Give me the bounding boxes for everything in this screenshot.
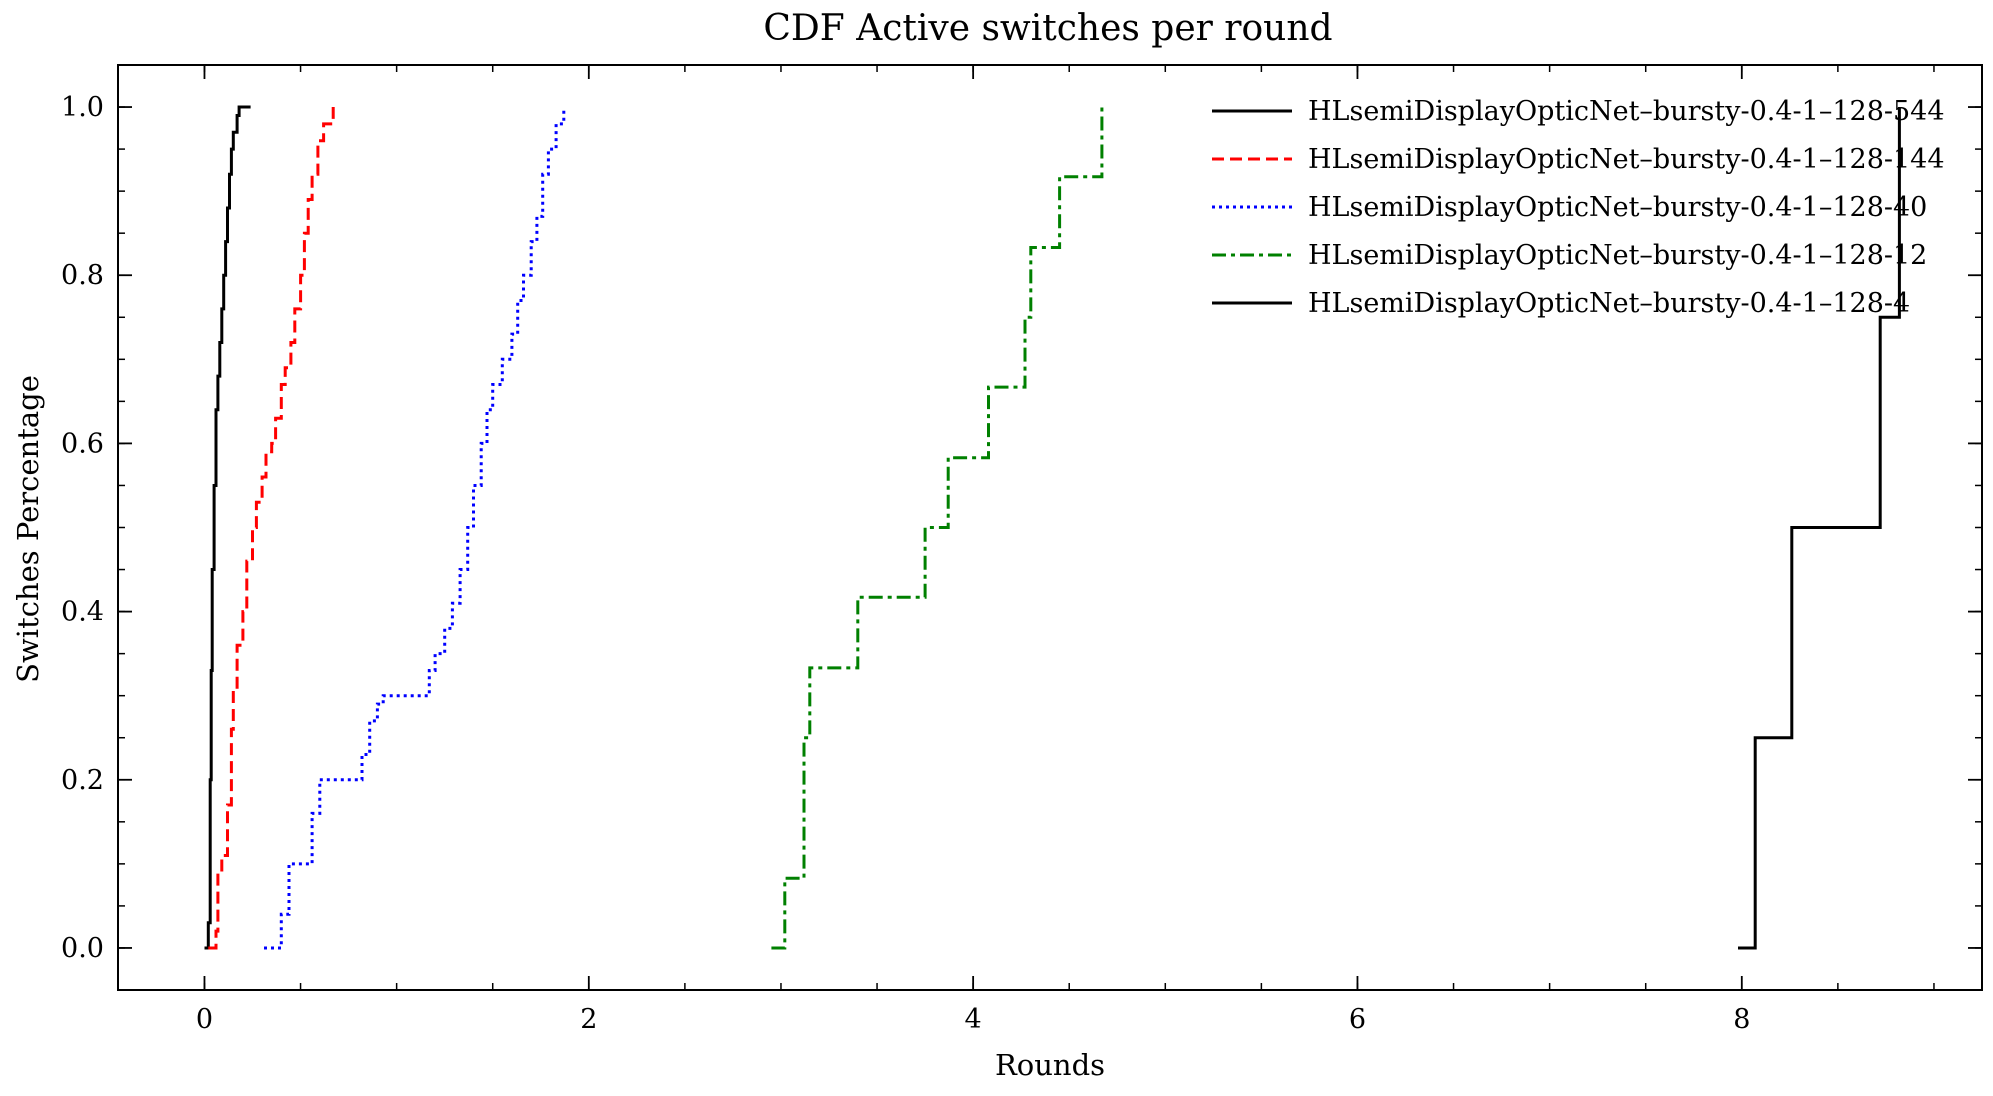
- series-line-2: [264, 107, 566, 950]
- x-axis-label: Rounds: [995, 1048, 1105, 1082]
- x-tick-label: 4: [965, 1004, 982, 1035]
- y-tick-label: 0.8: [61, 260, 104, 291]
- y-tick-label: 0.2: [61, 765, 104, 796]
- y-tick-label: 0.0: [61, 933, 104, 964]
- x-tick-label: 8: [1733, 1004, 1750, 1035]
- chart-title: CDF Active switches per round: [763, 8, 1332, 49]
- legend-label-1: HLsemiDisplayOpticNet–bursty-0.4-1–128-1…: [1308, 144, 1945, 175]
- x-tick-label: 2: [580, 1004, 597, 1035]
- y-tick-label: 0.4: [61, 597, 104, 628]
- y-tick-label: 1.0: [61, 92, 104, 123]
- x-tick-label: 0: [196, 1004, 213, 1035]
- y-axis-label: Switches Percentage: [11, 375, 45, 683]
- axis-tick-labels: 0 2 4 6 8 0.0 0.2 0.4 0.6 0.8 1.0: [61, 92, 1750, 1035]
- series-line-4: [1738, 107, 1901, 950]
- legend-label-4: HLsemiDisplayOpticNet–bursty-0.4-1–128-4: [1308, 288, 1910, 319]
- x-tick-label: 6: [1349, 1004, 1366, 1035]
- legend-label-2: HLsemiDisplayOpticNet–bursty-0.4-1–128-4…: [1308, 192, 1927, 223]
- series-line-3: [771, 107, 1104, 950]
- axis-ticks: [118, 64, 1982, 991]
- legend: HLsemiDisplayOpticNet–bursty-0.4-1–128-5…: [1212, 96, 1945, 319]
- plot-frame: [117, 64, 1983, 991]
- legend-label-3: HLsemiDisplayOpticNet–bursty-0.4-1–128-1…: [1308, 240, 1927, 271]
- series-line-1: [208, 107, 335, 950]
- legend-label-0: HLsemiDisplayOpticNet–bursty-0.4-1–128-5…: [1308, 96, 1945, 127]
- series-line-0: [204, 105, 251, 950]
- plot-area: [204, 105, 1901, 950]
- y-tick-label: 0.6: [61, 428, 104, 459]
